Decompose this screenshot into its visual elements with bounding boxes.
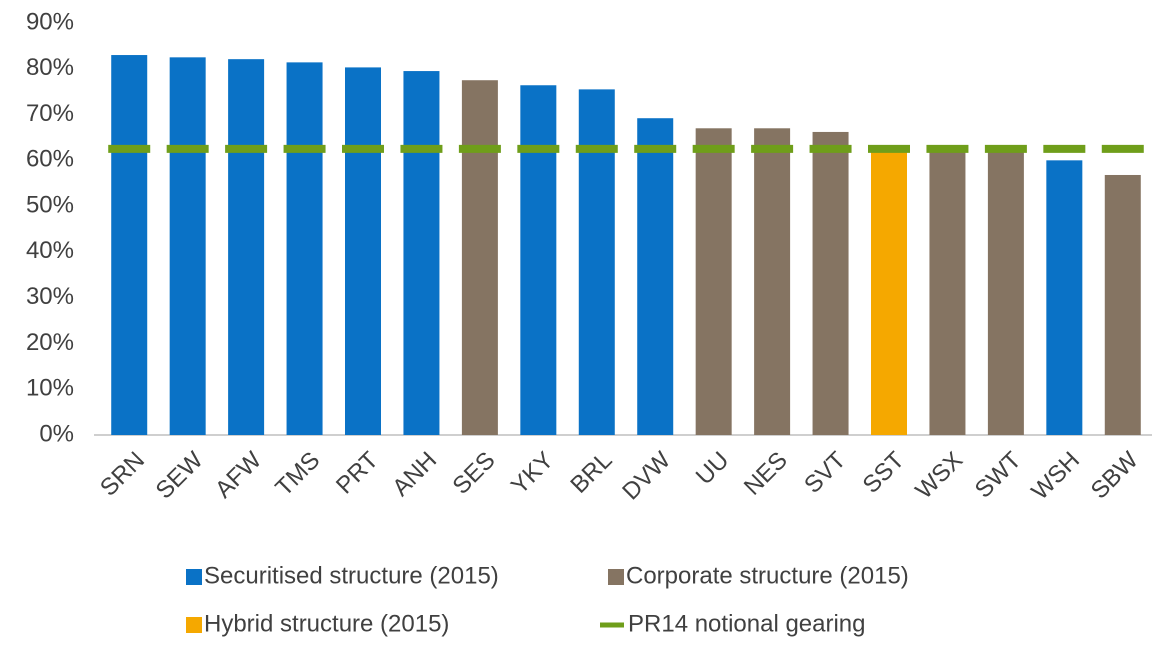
x-tick-label: SST (858, 446, 910, 498)
bar (812, 131, 849, 435)
legend-swatch (186, 569, 202, 585)
x-tick-label: SWT (970, 446, 1027, 503)
y-tick-label: 40% (26, 237, 74, 264)
y-tick-label: 20% (26, 329, 74, 356)
x-tick-label: SVT (799, 446, 851, 498)
x-tick-label: SEW (151, 446, 209, 504)
x-tick-label: ANH (387, 447, 442, 502)
x-tick-label: PRT (331, 446, 384, 499)
y-tick-label: 0% (39, 420, 74, 447)
bar (461, 80, 498, 435)
legend-label: PR14 notional gearing (628, 610, 866, 637)
y-tick-label: 50% (26, 191, 74, 218)
bar (520, 85, 557, 435)
y-tick-label: 30% (26, 283, 74, 310)
x-tick-label: DVW (617, 446, 676, 505)
bar (578, 89, 615, 435)
bar (987, 148, 1024, 435)
legend-label: Securitised structure (2015) (204, 562, 499, 589)
x-tick-label: SES (448, 447, 501, 500)
x-tick-label: SRN (95, 447, 150, 502)
bar (1046, 160, 1083, 436)
bar (111, 55, 148, 436)
y-tick-label: 70% (26, 100, 74, 127)
bar (1104, 174, 1141, 435)
bar (871, 148, 907, 435)
x-tick-label: TMS (270, 447, 325, 502)
x-tick-label: WSH (1026, 447, 1085, 506)
x-tick-label: NES (739, 447, 793, 501)
legend-label: Corporate structure (2015) (626, 562, 909, 589)
legend-swatch (186, 617, 202, 633)
y-tick-label: 80% (26, 54, 74, 81)
y-tick-label: 90% (26, 8, 74, 35)
bar (637, 118, 674, 436)
x-tick-label: AFW (210, 446, 267, 503)
y-tick-label: 60% (26, 146, 74, 173)
legend-swatch (608, 569, 624, 585)
bar (345, 67, 381, 435)
bar (403, 71, 440, 436)
x-tick-label: BRL (565, 447, 617, 499)
bar (929, 148, 966, 435)
bar (695, 128, 732, 436)
x-tick-label: WSX (910, 447, 968, 505)
x-tick-label: SBW (1086, 446, 1144, 504)
y-tick-label: 10% (26, 375, 74, 402)
bar (228, 59, 265, 436)
bar (286, 62, 323, 435)
bar (754, 128, 791, 436)
legend-label: Hybrid structure (2015) (204, 610, 449, 637)
bar (169, 57, 206, 435)
x-tick-label: UU (691, 447, 735, 491)
x-tick-label: YKY (506, 447, 559, 500)
